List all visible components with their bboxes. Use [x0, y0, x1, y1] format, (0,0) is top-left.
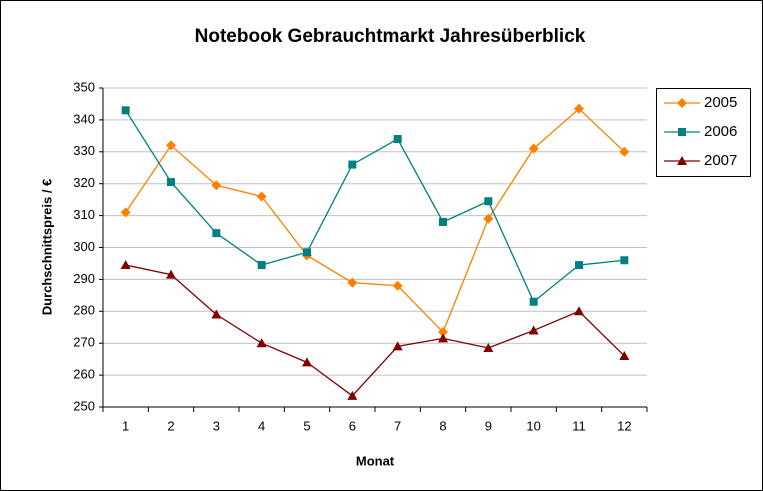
x-tick-label: 5: [303, 418, 310, 433]
marker: [303, 248, 311, 257]
x-tick-label: 9: [485, 418, 492, 433]
x-tick-label: 10: [526, 418, 540, 433]
marker: [211, 309, 222, 319]
y-tick-label: 320: [73, 175, 95, 190]
marker: [392, 341, 403, 351]
marker: [120, 260, 131, 270]
marker: [392, 280, 403, 291]
chart-title: Notebook Gebrauchtmarkt Jahresüberblick: [195, 26, 586, 47]
marker: [167, 178, 175, 187]
x-tick-label: 3: [213, 418, 220, 433]
marker: [166, 140, 176, 151]
x-tick-label: 7: [394, 418, 401, 433]
y-tick-label: 300: [73, 239, 95, 254]
marker: [439, 217, 447, 226]
marker: [483, 342, 494, 352]
series-line: [125, 107, 625, 334]
series-line: [125, 264, 625, 397]
x-tick-label: 2: [167, 418, 174, 433]
marker: [166, 269, 176, 279]
marker: [574, 103, 584, 114]
marker: [257, 261, 266, 270]
marker: [438, 333, 448, 343]
x-tick-label: 12: [617, 418, 631, 433]
marker: [483, 213, 494, 224]
marker: [347, 390, 358, 400]
y-tick-label: 330: [73, 143, 95, 158]
marker: [528, 143, 539, 154]
x-tick-label: 11: [572, 418, 586, 433]
x-tick-label: 6: [349, 418, 356, 433]
marker: [393, 135, 402, 144]
y-tick-label: 340: [73, 111, 95, 126]
y-axis-label: Durchschnittspreis / €: [39, 179, 54, 316]
marker: [529, 297, 538, 306]
marker: [619, 146, 630, 157]
marker: [348, 160, 357, 169]
marker: [256, 191, 267, 202]
marker: [619, 350, 630, 360]
marker: [677, 156, 687, 165]
marker: [677, 98, 687, 108]
y-tick-label: 310: [73, 207, 95, 222]
series-line: [125, 109, 625, 303]
legend-label: 2007: [704, 152, 737, 169]
marker: [528, 325, 539, 335]
y-tick-label: 290: [73, 271, 95, 286]
y-tick-label: 270: [73, 335, 95, 350]
legend-label: 2006: [704, 123, 737, 140]
y-tick-label: 260: [73, 367, 95, 382]
marker: [347, 277, 358, 288]
marker: [120, 207, 131, 218]
marker: [678, 128, 686, 136]
marker: [212, 229, 221, 238]
x-tick-label: 4: [258, 418, 265, 433]
legend-label: 2005: [704, 94, 737, 111]
marker: [302, 357, 312, 367]
marker: [438, 327, 448, 338]
y-tick-label: 280: [73, 303, 95, 318]
marker: [575, 261, 583, 270]
marker: [574, 306, 584, 316]
x-tick-label: 8: [439, 418, 446, 433]
x-axis-label: Monat: [356, 453, 395, 468]
x-tick-label: 1: [122, 418, 129, 433]
marker: [620, 256, 629, 265]
marker: [256, 338, 267, 348]
y-tick-label: 350: [73, 79, 95, 94]
y-tick-label: 250: [73, 398, 95, 413]
marker: [211, 180, 222, 191]
marker: [484, 197, 493, 206]
marker: [121, 106, 130, 115]
